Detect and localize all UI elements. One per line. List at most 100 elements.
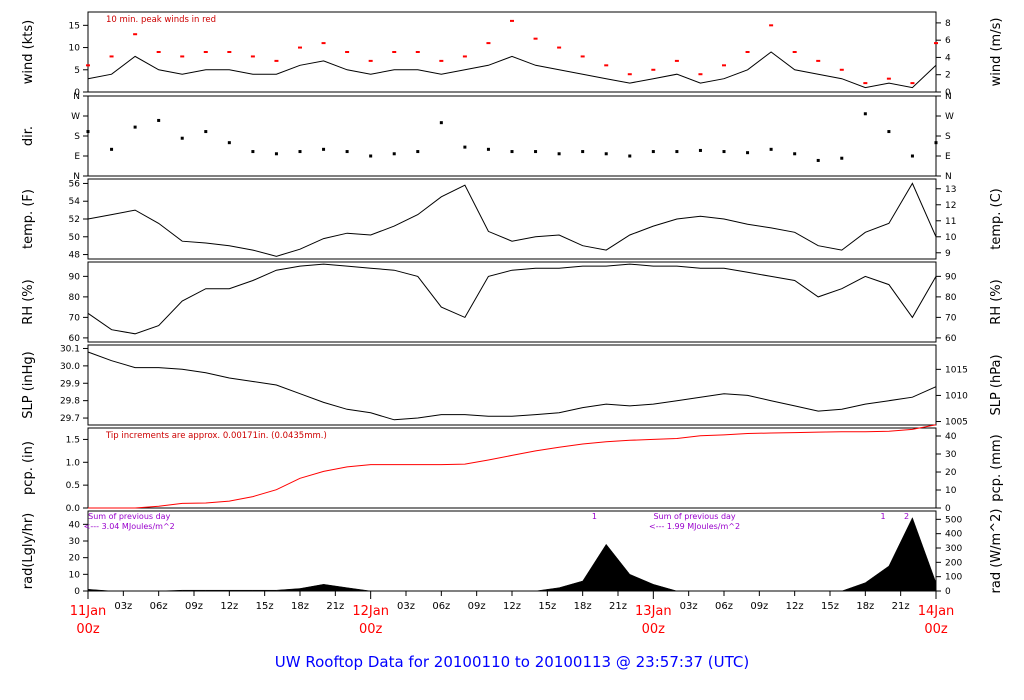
series-line-temp xyxy=(87,182,937,257)
gust-mark xyxy=(557,46,562,49)
panel-frame-slp xyxy=(87,344,937,426)
y-tick-label-rad: 30 xyxy=(69,537,81,547)
x-tick-label: 21z xyxy=(892,601,910,612)
gust-mark xyxy=(274,59,279,62)
gust-mark xyxy=(156,51,161,53)
gust-mark xyxy=(203,51,208,53)
annotation-rad: <--- 3.04 MJoules/m^2 xyxy=(84,522,175,531)
x-tick-label: 06z xyxy=(432,601,450,612)
y-tick-label-rh: 90 xyxy=(69,272,81,282)
gust-mark xyxy=(886,77,891,80)
y-tick-right-label-wind: 2 xyxy=(945,71,951,81)
series-point-dir xyxy=(439,121,443,125)
y-label-right-pcp: pcp. (mm) xyxy=(989,434,1004,501)
y-label-right-wind: wind (m/s) xyxy=(989,18,1004,87)
panel-frame-pcp xyxy=(87,427,937,509)
series-point-dir xyxy=(698,148,702,152)
x-axis: 03z 06z 09z 12z 15z 18z 21z 03z 06z 09z 12z 15z 18z 2… xyxy=(70,591,955,637)
x-day-label: 14Jan xyxy=(918,604,955,619)
x-tick-label: 03z xyxy=(114,601,132,612)
series-area-rad xyxy=(87,517,937,592)
y-tick-label-dir: E xyxy=(74,152,80,162)
panel-frame-rad xyxy=(87,510,937,592)
gust-mark xyxy=(674,59,679,62)
y-tick-label-dir: W xyxy=(71,112,80,122)
series-point-dir xyxy=(322,147,326,151)
gust-mark xyxy=(133,33,138,36)
y-tick-right-label-rh: 80 xyxy=(945,293,957,303)
panel-frame-temp xyxy=(87,178,937,260)
y-tick-label-temp: 50 xyxy=(69,233,81,243)
annotation-pcp: Tip increments are approx. 0.00171in. (0… xyxy=(105,431,327,441)
series-point-dir xyxy=(934,141,938,145)
x-day-hour-label: 00z xyxy=(359,622,383,637)
series-point-dir xyxy=(910,154,914,158)
y-tick-right-label-wind: 8 xyxy=(945,19,951,29)
gust-mark xyxy=(345,51,350,53)
panel-slp: SLP (inHg) SLP (hPa) 29.7 29.8 29.9 30.0 30.1 1… xyxy=(21,344,1004,427)
y-tick-right-label-dir: N xyxy=(945,92,952,102)
y-tick-label-rh: 70 xyxy=(69,313,81,323)
series-point-dir xyxy=(557,152,561,156)
rad-marker: 2 xyxy=(904,512,909,521)
x-day-label: 11Jan xyxy=(70,604,107,619)
y-tick-label-wind: 5 xyxy=(74,66,80,76)
series-point-dir xyxy=(345,150,349,154)
gust-mark xyxy=(745,51,750,53)
y-tick-right-label-temp: 10 xyxy=(945,233,957,243)
series-point-dir xyxy=(251,150,255,154)
gust-mark xyxy=(439,59,444,62)
panel-frame-rh xyxy=(87,261,937,343)
gust-mark xyxy=(792,51,797,53)
gust-mark xyxy=(580,55,585,58)
gust-mark xyxy=(321,42,326,45)
series-point-dir xyxy=(110,147,114,151)
y-tick-label-slp: 29.9 xyxy=(60,379,80,389)
gust-mark xyxy=(368,59,373,62)
series-point-dir xyxy=(133,125,137,129)
y-label-right-rad: rad (W/m^2) xyxy=(989,509,1004,594)
y-tick-right-label-temp: 13 xyxy=(945,185,956,195)
x-tick-label: 18z xyxy=(291,601,309,612)
x-tick-label: 18z xyxy=(856,601,874,612)
series-line-slp xyxy=(87,351,937,421)
gust-mark xyxy=(651,68,656,71)
y-tick-label-rh: 60 xyxy=(69,334,81,344)
gust-mark xyxy=(298,46,302,49)
y-tick-right-label-rh: 90 xyxy=(945,272,957,282)
y-tick-right-label-slp: 1005 xyxy=(945,418,968,428)
rad-marker: 1 xyxy=(592,512,597,521)
gust-mark xyxy=(839,68,844,71)
x-tick-label: 12z xyxy=(786,601,804,612)
y-tick-right-label-wind: 6 xyxy=(945,36,951,46)
y-tick-right-label-rad: 0 xyxy=(945,587,951,597)
y-label-dir: dir. xyxy=(21,126,36,146)
y-tick-right-label-pcp: 10 xyxy=(945,486,957,496)
y-tick-label-rad: 0 xyxy=(74,587,80,597)
panel-rad: rad(Lgly/hr) rad (W/m^2)01020304001002003… xyxy=(21,509,1004,597)
y-tick-label-slp: 30.1 xyxy=(60,344,80,354)
series-point-dir xyxy=(392,152,396,156)
series-point-dir xyxy=(651,150,655,154)
y-tick-label-temp: 48 xyxy=(69,251,81,261)
series-point-dir xyxy=(534,150,538,154)
annotation-wind: 10 min. peak winds in red xyxy=(106,15,216,25)
x-day-hour-label: 00z xyxy=(642,622,666,637)
gust-mark xyxy=(816,59,821,62)
annotation-rad: Sum of previous day xyxy=(653,512,735,521)
x-tick-label: 12z xyxy=(220,601,238,612)
y-tick-label-dir: N xyxy=(73,92,80,102)
y-tick-right-label-dir: N xyxy=(945,172,952,182)
series-point-dir xyxy=(887,130,891,134)
y-label-rh: RH (%) xyxy=(21,279,36,324)
y-tick-label-rad: 40 xyxy=(69,520,81,530)
y-tick-right-label-temp: 12 xyxy=(945,201,956,211)
y-tick-right-label-pcp: 40 xyxy=(945,432,957,442)
gust-mark xyxy=(510,19,514,22)
series-point-dir xyxy=(510,150,514,154)
y-tick-label-wind: 10 xyxy=(69,44,81,54)
gust-mark xyxy=(604,64,609,67)
y-tick-right-label-rh: 60 xyxy=(945,334,957,344)
